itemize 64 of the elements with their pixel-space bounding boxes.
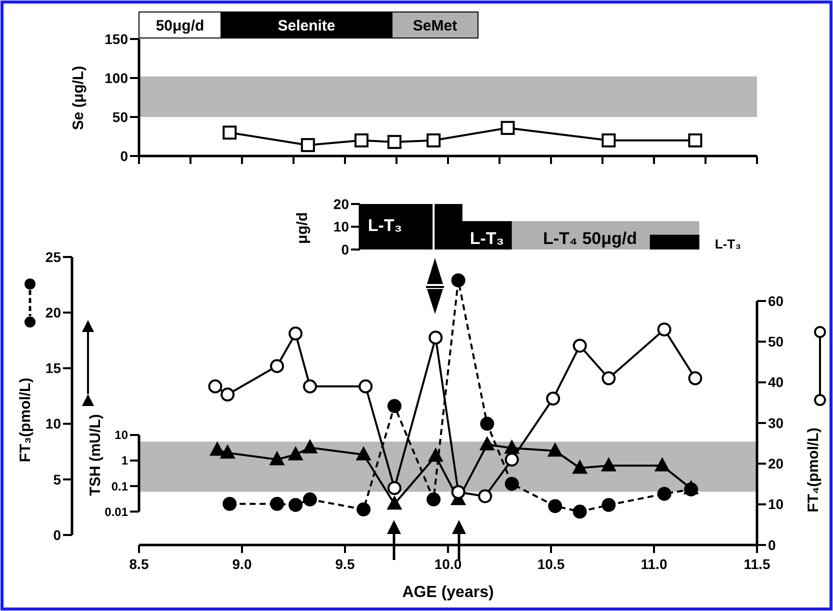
point — [428, 448, 443, 462]
point — [602, 133, 616, 148]
point — [220, 445, 235, 459]
point — [302, 440, 318, 454]
y-tick-label: 0 — [341, 241, 350, 258]
y-tick-label: 25 — [45, 248, 62, 265]
y-tick-label: 20 — [333, 196, 350, 212]
x-tick-label: 9.5 — [335, 556, 355, 572]
point — [654, 458, 670, 472]
text: SeMet — [412, 17, 458, 34]
x-tick-label: 10.0 — [434, 556, 462, 572]
y-tick-label: 10 — [333, 218, 350, 235]
y2-tick-label: 40 — [768, 374, 784, 390]
point — [387, 496, 402, 510]
y-tick-label: 20 — [45, 304, 62, 320]
annotation: L-T₃ — [368, 216, 402, 235]
y3-axis-title: TSH (mU/L) — [87, 414, 104, 496]
point — [270, 452, 284, 466]
point — [601, 458, 616, 472]
y-tick-label: 15 — [45, 360, 62, 376]
y-tick-label: 100 — [104, 70, 128, 86]
x-tick-label: 9.0 — [232, 556, 252, 572]
point — [288, 446, 303, 460]
point — [354, 133, 368, 148]
x-tick-label: 10.5 — [537, 556, 565, 572]
y-tick-label: 5 — [53, 471, 62, 488]
annotation: L-T₄ 50μg/d — [542, 228, 638, 248]
y-tick-label: 150 — [104, 30, 128, 47]
point — [210, 442, 225, 456]
y-axis-title: μg/d — [294, 212, 311, 244]
point — [572, 460, 588, 474]
point — [387, 134, 402, 149]
point — [356, 446, 371, 460]
y2-tick-label: 50 — [768, 334, 784, 350]
y-axis-title: FT₃(pmol/L) — [17, 378, 34, 462]
point — [500, 120, 515, 135]
y2-tick-label: 30 — [768, 414, 784, 431]
x-axis-title: AGE (years) — [402, 584, 494, 601]
y3-tick-label: 0.01 — [104, 504, 128, 519]
y3-tick-label: 1 — [121, 454, 128, 468]
point — [300, 138, 315, 152]
y-tick-label: 0 — [53, 526, 62, 543]
text: 50μg/d — [156, 17, 204, 34]
text: Selenite — [278, 17, 336, 34]
x-tick-label: 8.5 — [129, 556, 149, 572]
y2-tick-label: 60 — [768, 292, 784, 309]
y-tick-label: 10 — [45, 416, 62, 432]
point — [480, 436, 494, 450]
y3-tick-label: 0.1 — [111, 479, 128, 494]
point — [222, 126, 237, 140]
y-tick-label: 50 — [112, 108, 128, 125]
y-tick-label: 0 — [120, 148, 128, 164]
point — [426, 133, 441, 148]
annotation: L-T₃ — [714, 236, 742, 252]
x-tick-label: 11.0 — [640, 556, 668, 572]
x-tick-label: 11.5 — [744, 556, 770, 572]
y2-tick-label: 20 — [768, 456, 784, 472]
point — [548, 443, 562, 457]
y2-tick-label: 0 — [768, 536, 776, 553]
annotation: L-T₃ — [470, 228, 504, 248]
y2-axis-title: FT₄(pmol/L) — [805, 428, 822, 512]
y-axis-title: Se (μg/L) — [70, 66, 87, 130]
y2-tick-label: 10 — [768, 496, 784, 512]
point — [688, 133, 702, 148]
